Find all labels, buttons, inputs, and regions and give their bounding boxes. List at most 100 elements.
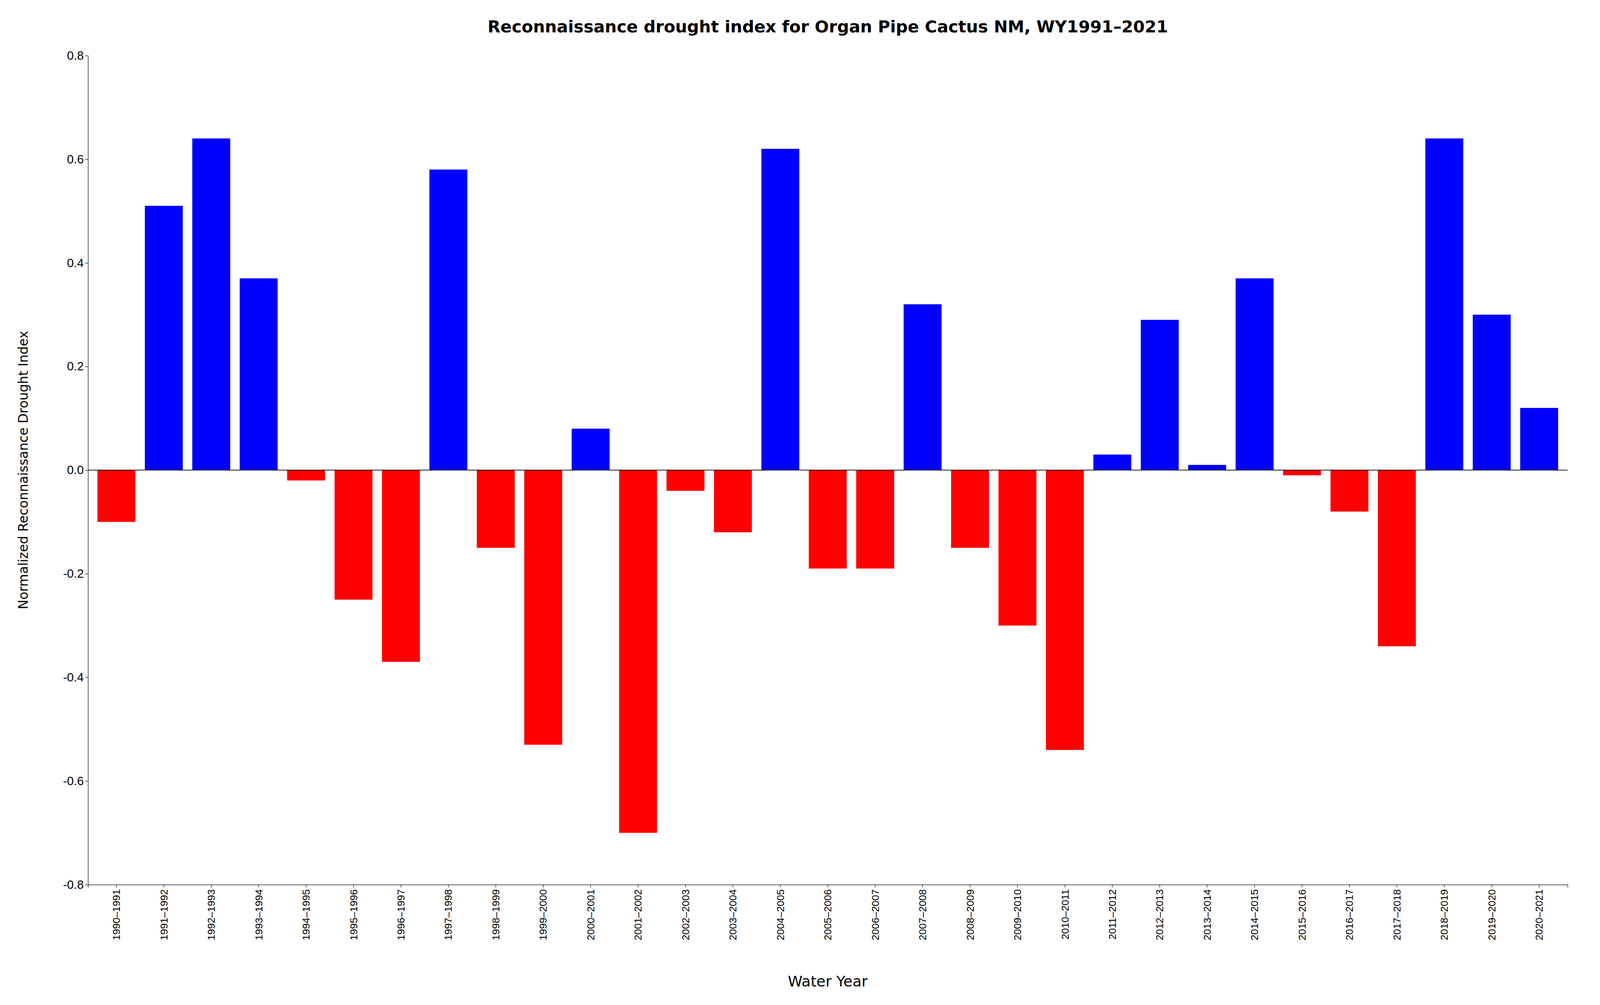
x-tick-mark (685, 884, 686, 888)
x-tick-label: 1993–1994 (253, 889, 265, 941)
bar (429, 169, 468, 470)
bar (97, 470, 136, 523)
x-tick-label: 2007–2008 (916, 889, 929, 941)
y-tick-label: -0.2 (62, 566, 84, 581)
y-tick-label: -0.6 (62, 773, 84, 788)
y-tick-label: 0.0 (67, 462, 84, 477)
x-tick-mark (1064, 884, 1065, 888)
x-tick-label: 1991–1992 (158, 889, 170, 941)
y-tick-label: -0.8 (62, 877, 84, 892)
x-tick-mark (1159, 884, 1160, 888)
x-tick-label: 2001–2002 (632, 889, 644, 941)
bar (239, 278, 278, 470)
x-tick-label: 2009–2010 (1011, 889, 1024, 941)
x-axis-title: Water Year (787, 972, 868, 990)
x-tick-mark (780, 884, 781, 888)
x-axis-line (88, 884, 1569, 888)
y-tick: -0.2 (62, 566, 88, 581)
x-tick: 1998–1999 (490, 884, 502, 941)
y-tick-label: -0.4 (62, 670, 84, 685)
x-tick-label: 2006–2007 (869, 889, 882, 941)
x-tick-label: 2008–2009 (964, 889, 977, 941)
x-tick: 2000–2001 (585, 884, 597, 941)
x-tick: 1999–2000 (537, 884, 549, 941)
bar (1282, 470, 1321, 476)
x-tick-label: 1997–1998 (442, 889, 455, 941)
bar (1235, 278, 1274, 470)
x-tick-mark (258, 884, 259, 888)
x-tick-mark (116, 884, 117, 888)
y-tick-mark (85, 159, 88, 160)
y-tick: 0.8 (67, 48, 88, 63)
x-tick: 2002–2003 (679, 884, 692, 941)
x-tick: 2016–2017 (1343, 884, 1356, 941)
x-tick-label: 2018–2019 (1438, 889, 1451, 941)
x-tick-label: 2010–2011 (1059, 889, 1071, 940)
x-tick: 2017–2018 (1391, 884, 1403, 941)
x-tick: 2001–2002 (632, 884, 644, 941)
x-tick-label: 2005–2006 (821, 889, 834, 941)
x-tick: 2005–2006 (821, 884, 834, 941)
x-tick-label: 1994–1995 (300, 889, 312, 941)
title: Reconnaissance drought index for Organ P… (487, 17, 1169, 37)
bar (476, 470, 515, 548)
y-tick-mark (85, 884, 88, 885)
bar (192, 138, 231, 470)
y-tick: 0.4 (67, 255, 88, 270)
x-tick-mark (1396, 884, 1398, 888)
x-tick: 2007–2008 (916, 884, 929, 941)
x-tick: 2008–2009 (964, 884, 977, 941)
bar (761, 148, 800, 470)
x-tick-label: 1998–1999 (490, 889, 502, 941)
x-tick-label: 1996–1997 (395, 889, 407, 941)
x-tick: 2019–2020 (1486, 884, 1498, 941)
y-tick-label: 0.8 (67, 48, 84, 63)
bar (1520, 407, 1559, 470)
x-tick-mark (1349, 884, 1350, 888)
x-tick-mark (1112, 884, 1113, 888)
x-tick-mark (1491, 884, 1493, 888)
x-tick: 2014–2015 (1248, 884, 1261, 941)
plot: -0.8-0.6-0.4-0.20.00.20.40.60.81990–1991… (62, 48, 1568, 941)
y-tick-label: 0.4 (67, 255, 84, 270)
bar (666, 470, 705, 492)
x-tick-label: 2012–2013 (1153, 889, 1166, 941)
x-tick-mark (874, 884, 876, 888)
x-tick-mark (305, 884, 307, 888)
x-tick-label: 1999–2000 (537, 889, 549, 941)
x-tick-label: 2014–2015 (1248, 889, 1261, 941)
x-tick: 1995–1996 (348, 884, 360, 941)
x-tick-mark (1444, 884, 1445, 888)
x-tick-label: 2011–2012 (1106, 889, 1119, 940)
x-tick: 2009–2010 (1011, 884, 1024, 941)
y-tick-mark (85, 55, 88, 57)
x-tick-label: 2002–2003 (679, 889, 692, 941)
bar (998, 470, 1037, 626)
bar (903, 304, 942, 470)
x-tick-mark (969, 884, 971, 888)
y-tick-mark (85, 573, 88, 574)
x-tick-label: 2019–2020 (1486, 889, 1498, 941)
x-tick: 1996–1997 (395, 884, 407, 941)
x-tick: 2006–2007 (869, 884, 882, 941)
x-tick: 2015–2016 (1296, 884, 1308, 941)
y-tick: 0.0 (67, 462, 88, 477)
x-tick: 2011–2012 (1106, 884, 1119, 940)
bar (334, 470, 373, 600)
x-tick-mark (922, 884, 923, 888)
x-tick: 2012–2013 (1153, 884, 1166, 941)
x-axis: 1990–19911991–19921992–19931993–19941994… (88, 884, 1569, 941)
zero-line (87, 469, 1568, 471)
bar (1045, 470, 1084, 750)
x-tick-label: 2016–2017 (1343, 889, 1356, 941)
y-tick: -0.4 (62, 670, 88, 685)
x-tick-label: 2013–2014 (1201, 889, 1214, 941)
y-axis-title: Normalized Reconnaissance Drought Index (15, 330, 32, 610)
x-tick-mark (1017, 884, 1018, 888)
y-tick-mark (85, 780, 88, 782)
x-tick: 1997–1998 (442, 884, 455, 941)
bar (619, 470, 658, 834)
x-tick: 1994–1995 (300, 884, 312, 941)
x-tick-label: 2004–2005 (774, 889, 787, 941)
bar (1330, 470, 1369, 512)
